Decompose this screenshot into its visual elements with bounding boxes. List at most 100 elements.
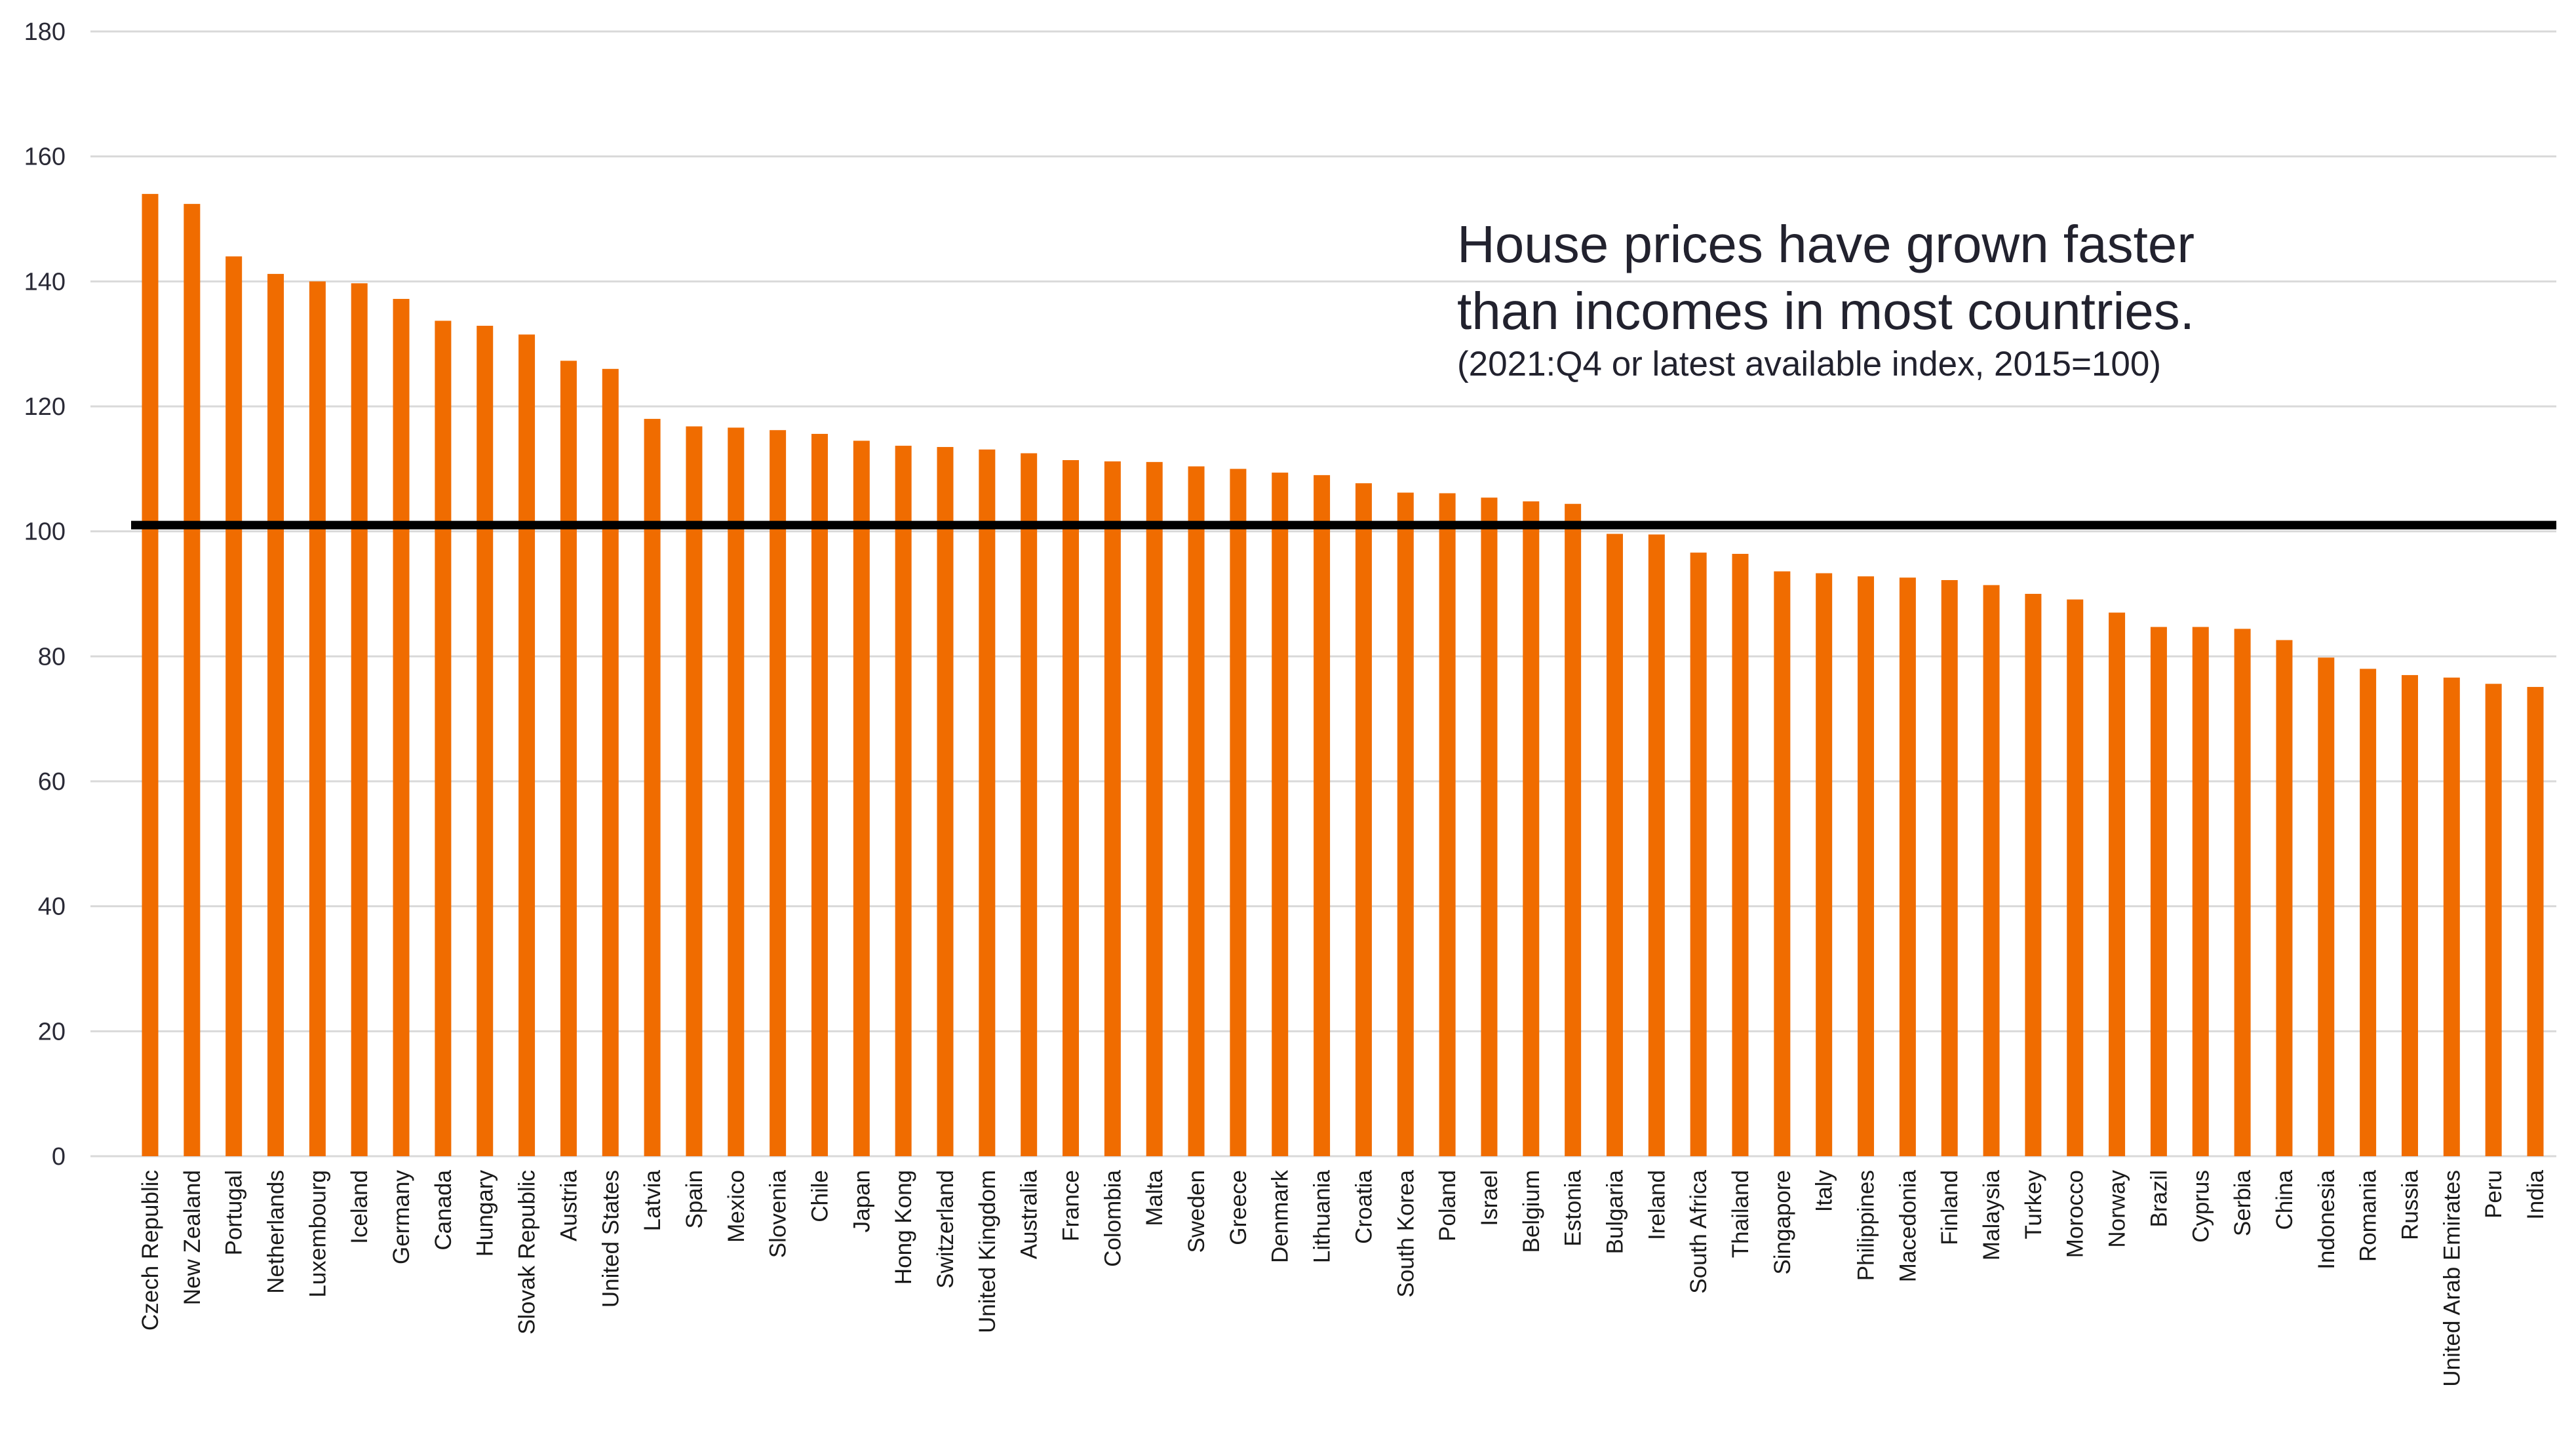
bar [853, 440, 870, 1156]
bar [895, 446, 912, 1156]
bar [979, 449, 996, 1156]
x-tick-label: Portugal [222, 1170, 247, 1255]
x-tick-label: Iceland [347, 1170, 372, 1244]
bar [2150, 627, 2167, 1156]
bar [1188, 466, 1205, 1156]
x-tick-label: Israel [1477, 1170, 1502, 1226]
x-tick-label: Colombia [1100, 1169, 1125, 1266]
x-tick-label: Latvia [640, 1169, 665, 1231]
y-tick-label: 0 [52, 1143, 66, 1171]
x-tick-label: Spain [682, 1170, 707, 1229]
bar [1355, 483, 1372, 1156]
x-tick-label: United Arab Emirates [2439, 1170, 2465, 1387]
bars [131, 193, 2556, 1157]
bar [1565, 503, 1582, 1156]
x-tick-label: Norway [2105, 1170, 2130, 1248]
bar [1648, 534, 1665, 1156]
x-tick-label: Bulgaria [1602, 1169, 1628, 1254]
bar [1314, 475, 1331, 1156]
bar [2360, 669, 2377, 1156]
x-tick-label: Estonia [1561, 1169, 1586, 1246]
x-tick-label: Chile [807, 1170, 832, 1222]
bar [1397, 492, 1414, 1156]
x-tick-label: Macedonia [1895, 1169, 1921, 1282]
bar [2234, 629, 2251, 1156]
bar [2443, 677, 2460, 1156]
y-axis-ticks: 0 20 40 60 80 100 120 140 160 180 [24, 18, 66, 1171]
x-tick-label: Luxembourg [305, 1170, 330, 1298]
bar [518, 334, 536, 1156]
x-tick-label: Indonesia [2314, 1169, 2339, 1269]
bar [477, 326, 494, 1156]
bar [2527, 687, 2544, 1156]
x-tick-label: Russia [2397, 1169, 2423, 1240]
x-axis-labels: Czech Republic New Zealand Portugal Netherl… [138, 1169, 2548, 1386]
bar [811, 433, 828, 1156]
x-tick-label: Slovak Republic [515, 1170, 540, 1335]
x-tick-label: Malaysia [1979, 1169, 2004, 1260]
x-tick-label: Turkey [2021, 1170, 2046, 1239]
bar [1858, 576, 1875, 1156]
x-tick-label: Czech Republic [138, 1170, 163, 1331]
bar [184, 204, 201, 1156]
x-tick-label: United Kingdom [975, 1170, 1000, 1333]
bar [1021, 453, 1038, 1156]
y-tick-label: 40 [38, 893, 66, 921]
bar [560, 360, 577, 1156]
bar [937, 446, 954, 1156]
x-tick-label: China [2272, 1169, 2297, 1230]
x-tick-label: Australia [1017, 1169, 1042, 1259]
bar [1481, 497, 1498, 1156]
bar [1063, 459, 1080, 1156]
y-tick-label: 120 [24, 393, 66, 421]
bar [1732, 553, 1749, 1156]
y-tick-label: 20 [38, 1018, 66, 1045]
bar [2485, 684, 2502, 1156]
bar [1272, 473, 1289, 1156]
chart-title-line-2: than incomes in most countries. [1457, 282, 2195, 340]
bar [309, 281, 326, 1156]
x-tick-label: Cyprus [2188, 1170, 2214, 1243]
bar [2067, 599, 2084, 1156]
bar [1941, 580, 1958, 1156]
bar [1606, 534, 1623, 1156]
bar [728, 427, 745, 1156]
x-tick-label: India [2523, 1169, 2548, 1219]
x-tick-label: South Africa [1686, 1169, 1711, 1293]
bar [435, 321, 452, 1157]
x-tick-label: Thailand [1728, 1170, 1753, 1258]
x-tick-label: Japan [849, 1170, 874, 1232]
x-tick-label: Netherlands [263, 1170, 289, 1294]
x-tick-label: Sweden [1184, 1170, 1209, 1253]
x-tick-label: Italy [1812, 1170, 1837, 1213]
bar [267, 273, 284, 1157]
bar [770, 430, 787, 1156]
x-tick-label: Malta [1142, 1169, 1167, 1226]
y-tick-label: 160 [24, 144, 66, 171]
x-tick-label: Switzerland [933, 1170, 958, 1289]
bar [2025, 594, 2042, 1156]
bar [1439, 493, 1456, 1156]
bar [1146, 461, 1163, 1156]
x-tick-label: Hungary [473, 1170, 498, 1257]
x-tick-label: Brazil [2146, 1170, 2172, 1228]
y-tick-label: 180 [24, 18, 66, 46]
bar [1104, 461, 1121, 1156]
bar [142, 193, 159, 1156]
x-tick-label: Peru [2481, 1170, 2507, 1218]
y-tick-label: 60 [38, 768, 66, 796]
bar [225, 256, 243, 1157]
bar [2276, 640, 2293, 1156]
x-tick-label: Philippines [1854, 1170, 1879, 1281]
bar [1899, 577, 1916, 1156]
bar [686, 426, 703, 1157]
bar [351, 283, 368, 1156]
bar [1230, 469, 1247, 1157]
bar [1983, 585, 2000, 1156]
x-tick-label: New Zealand [180, 1170, 205, 1305]
x-tick-label: Belgium [1519, 1170, 1544, 1253]
bar [2192, 627, 2209, 1156]
x-tick-label: Austria [556, 1169, 581, 1241]
x-tick-label: Greece [1226, 1170, 1251, 1245]
